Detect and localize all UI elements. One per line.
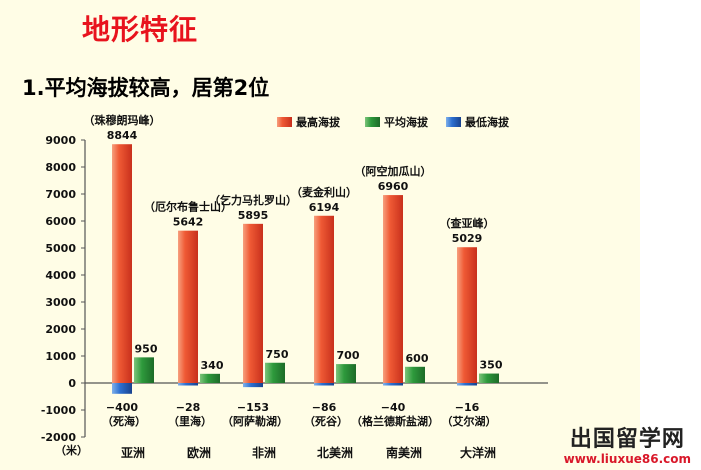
lowest-point-label: （艾尔湖） — [442, 414, 497, 428]
y-tick-label: 8000 — [45, 161, 76, 174]
max-value-label: 5895 — [238, 209, 269, 222]
y-tick-label: 6000 — [45, 215, 76, 228]
lowest-point-label: （阿萨勒湖） — [222, 414, 288, 428]
y-tick-label: 5000 — [45, 242, 76, 255]
y-tick-label: -2000 — [41, 431, 77, 444]
slide-subtitle: 1.平均海拔较高，居第2位 — [22, 76, 270, 100]
legend-label: 最高海拔 — [296, 115, 341, 129]
watermark-text: 出国留学网 — [569, 427, 685, 452]
watermark: 出国留学网 www.liuxue86.com — [563, 427, 691, 467]
max-value-label: 8844 — [107, 129, 138, 142]
y-tick-label: 9000 — [45, 134, 76, 147]
lowest-point-label: （死海） — [102, 414, 146, 428]
y-tick-label: 7000 — [45, 188, 76, 201]
legend-swatch — [446, 117, 461, 127]
avg-value-label: 340 — [201, 359, 224, 372]
lowest-point-label: （死谷） — [304, 414, 348, 428]
category-label: 北美洲 — [317, 445, 353, 460]
category-label: 大洋洲 — [460, 445, 496, 460]
max-value-label: 5642 — [173, 216, 204, 229]
bar-min-elevation — [243, 383, 263, 388]
bar-avg-elevation — [479, 373, 499, 383]
peak-name-label: （阿空加瓜山） — [355, 164, 432, 178]
peak-name-label: （乞力马扎罗山） — [209, 193, 297, 207]
legend-swatch — [365, 117, 380, 127]
y-tick-label: 2000 — [45, 323, 76, 336]
bar-min-elevation — [112, 383, 132, 394]
bar-avg-elevation — [200, 373, 220, 383]
bar-max-elevation — [243, 223, 263, 383]
avg-value-label: 600 — [406, 352, 429, 365]
avg-value-label: 750 — [266, 348, 289, 361]
y-tick-label: 4000 — [45, 269, 76, 282]
bar-avg-elevation — [265, 362, 285, 383]
bar-max-elevation — [457, 247, 477, 383]
y-tick-label: 3000 — [45, 296, 76, 309]
min-value-label: −153 — [237, 401, 269, 414]
bar-max-elevation — [314, 215, 334, 383]
min-value-label: −40 — [381, 401, 406, 414]
bar-avg-elevation — [405, 366, 425, 383]
peak-name-label: （麦金利山） — [291, 185, 357, 199]
slide-title: 地形特征 — [82, 13, 199, 46]
peak-name-label: （珠穆朗玛峰） — [84, 113, 161, 127]
bar-min-elevation — [383, 383, 403, 386]
avg-value-label: 950 — [135, 342, 158, 355]
max-value-label: 6960 — [378, 180, 409, 193]
min-value-label: −400 — [106, 401, 139, 414]
min-value-label: −86 — [312, 401, 337, 414]
category-label: 亚洲 — [121, 446, 145, 460]
min-value-label: −28 — [176, 401, 201, 414]
peak-name-label: （查亚峰） — [440, 216, 495, 230]
lowest-point-label: （格兰德斯盐湖） — [351, 414, 439, 428]
bar-min-elevation — [178, 383, 198, 386]
bar-max-elevation — [112, 144, 132, 383]
category-label: 欧洲 — [187, 445, 211, 460]
bar-max-elevation — [178, 230, 198, 383]
y-tick-label: 1000 — [45, 350, 76, 363]
watermark-url: www.liuxue86.com — [563, 452, 691, 466]
legend-label: 最低海拔 — [465, 115, 510, 129]
y-axis-unit: （米） — [55, 443, 88, 457]
min-value-label: −16 — [455, 401, 480, 414]
lowest-point-label: （里海） — [168, 414, 212, 428]
y-tick-label: -1000 — [41, 404, 77, 417]
peak-name-label: （厄尔布鲁士山） — [144, 200, 232, 214]
y-tick-label: 0 — [68, 377, 76, 390]
bar-min-elevation — [457, 383, 477, 386]
category-label: 南美洲 — [386, 445, 422, 460]
avg-value-label: 350 — [480, 359, 503, 372]
max-value-label: 6194 — [309, 201, 340, 214]
max-value-label: 5029 — [452, 232, 483, 245]
bar-min-elevation — [314, 383, 334, 386]
bar-avg-elevation — [336, 364, 356, 383]
bar-avg-elevation — [134, 357, 154, 383]
legend-label: 平均海拔 — [384, 115, 429, 129]
category-label: 非洲 — [252, 445, 276, 460]
bar-max-elevation — [383, 195, 403, 383]
avg-value-label: 700 — [337, 349, 360, 362]
legend-swatch — [277, 117, 292, 127]
